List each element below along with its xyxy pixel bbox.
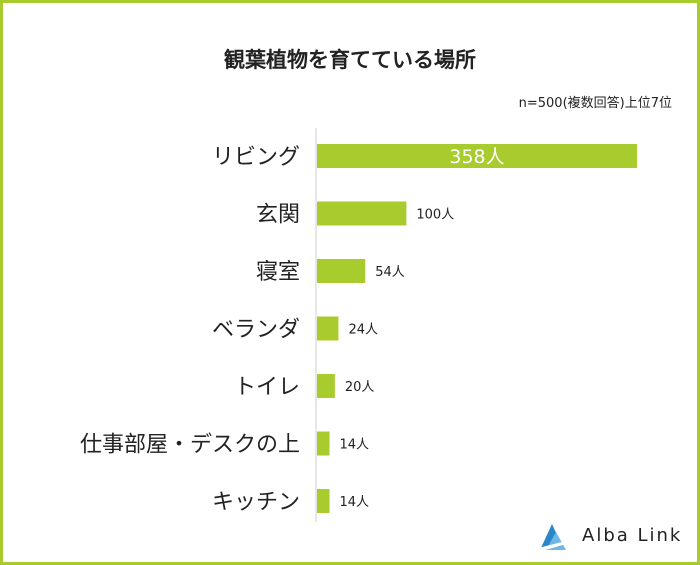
- bar: [317, 201, 407, 226]
- value-label: 54人: [375, 265, 405, 280]
- alba-link-logo-icon: [538, 524, 570, 551]
- value-label: 100人: [416, 208, 454, 223]
- bar: [317, 259, 366, 283]
- bar: [317, 144, 637, 168]
- category-label: 寝室: [256, 260, 300, 285]
- bar: [317, 374, 335, 398]
- chart-title: 観葉植物を育てている場所: [224, 48, 476, 72]
- value-label: 20人: [345, 380, 375, 395]
- category-label: トイレ: [234, 375, 300, 400]
- bar: [317, 316, 339, 341]
- value-label: 14人: [340, 438, 370, 453]
- brand-name: Alba Link: [582, 525, 683, 546]
- category-label: ベランダ: [212, 318, 300, 343]
- category-label: 玄関: [256, 203, 300, 228]
- category-label: 仕事部屋・デスクの上: [80, 433, 300, 458]
- value-label: 358人: [449, 146, 504, 168]
- category-label: リビング: [212, 145, 300, 170]
- value-label: 24人: [348, 323, 378, 338]
- category-label: キッチン: [212, 490, 300, 515]
- value-label: 14人: [340, 495, 370, 510]
- sample-note: n=500(複数回答)上位7位: [518, 96, 672, 111]
- bar: [317, 489, 330, 513]
- bar: [317, 431, 330, 456]
